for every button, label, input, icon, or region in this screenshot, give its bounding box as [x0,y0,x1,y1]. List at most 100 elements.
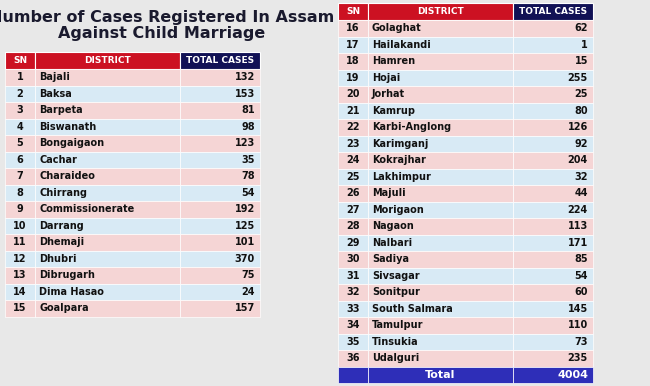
Text: Total: Total [425,370,456,380]
Text: 204: 204 [567,155,588,165]
Text: 32: 32 [346,287,359,297]
Text: 30: 30 [346,254,359,264]
Bar [35,151,180,168]
Bar [338,235,368,251]
Text: 81: 81 [241,105,255,115]
Text: 18: 18 [346,56,360,66]
Text: Golaghat: Golaghat [372,23,422,33]
Bar [338,218,368,235]
Text: 125: 125 [235,221,255,231]
Text: 20: 20 [346,89,359,99]
Bar [5,201,35,217]
Bar [368,20,513,37]
Bar [5,283,35,300]
Bar [180,201,260,217]
Text: 9: 9 [17,204,23,214]
Text: Udalguri: Udalguri [372,353,419,363]
Bar [368,119,513,135]
Bar [338,267,368,284]
Text: Tamulpur: Tamulpur [372,320,424,330]
Bar [180,283,260,300]
Text: 1: 1 [581,40,588,50]
Bar [35,119,180,135]
Text: TOTAL CASES: TOTAL CASES [186,56,254,65]
Text: Nalbari: Nalbari [372,238,412,248]
Text: 32: 32 [575,172,588,182]
Text: Bajali: Bajali [39,72,70,82]
Bar [5,135,35,151]
Text: 4: 4 [17,122,23,132]
Text: 145: 145 [567,304,588,314]
Text: 75: 75 [242,270,255,280]
Text: 35: 35 [242,155,255,165]
Text: 35: 35 [346,337,359,347]
Bar [35,201,180,217]
Bar [368,185,513,201]
Bar [338,53,368,69]
Text: 2: 2 [17,89,23,99]
Text: 73: 73 [575,337,588,347]
Text: 370: 370 [235,254,255,264]
Text: 5: 5 [17,138,23,148]
Bar [180,300,260,317]
Text: Sadiya: Sadiya [372,254,409,264]
Text: 25: 25 [346,172,359,182]
Bar [5,217,35,234]
Bar [35,135,180,151]
Text: 16: 16 [346,23,359,33]
Bar [338,119,368,135]
Text: 60: 60 [575,287,588,297]
Text: 92: 92 [575,139,588,149]
Text: Sivsagar: Sivsagar [372,271,420,281]
Bar [368,3,513,20]
Bar [513,366,593,383]
Bar [368,334,513,350]
Bar [368,201,513,218]
Bar [35,102,180,119]
Text: 123: 123 [235,138,255,148]
Text: 7: 7 [17,171,23,181]
Bar [513,235,593,251]
Bar [513,20,593,37]
Bar [338,3,368,20]
Text: 192: 192 [235,204,255,214]
Text: 235: 235 [567,353,588,363]
Text: 54: 54 [575,271,588,281]
Text: Hamren: Hamren [372,56,415,66]
Bar [5,267,35,283]
Bar [513,185,593,201]
Bar [180,168,260,185]
Bar [513,201,593,218]
Bar [35,168,180,185]
Bar [513,3,593,20]
Text: Number of Cases Registered In Assam: Number of Cases Registered In Assam [0,10,335,25]
Bar [368,317,513,334]
Bar [35,300,180,317]
Bar [35,185,180,201]
Bar [180,119,260,135]
Bar [368,53,513,69]
Text: 11: 11 [13,237,27,247]
Text: 171: 171 [567,238,588,248]
Text: Baksa: Baksa [39,89,72,99]
Text: 15: 15 [575,56,588,66]
Text: Hailakandi: Hailakandi [372,40,431,50]
Bar [513,119,593,135]
Text: Chirrang: Chirrang [39,188,87,198]
Bar [513,152,593,169]
Text: 157: 157 [235,303,255,313]
Text: 4004: 4004 [557,370,588,380]
Bar [5,185,35,201]
Bar [338,169,368,185]
Text: Cachar: Cachar [39,155,77,165]
Text: 19: 19 [346,73,359,83]
Bar [513,350,593,366]
Bar [513,284,593,300]
Text: 33: 33 [346,304,359,314]
Bar [338,20,368,37]
Bar [513,317,593,334]
Text: 78: 78 [241,171,255,181]
Bar [368,86,513,103]
Bar [338,152,368,169]
Text: Kamrup: Kamrup [372,106,415,116]
